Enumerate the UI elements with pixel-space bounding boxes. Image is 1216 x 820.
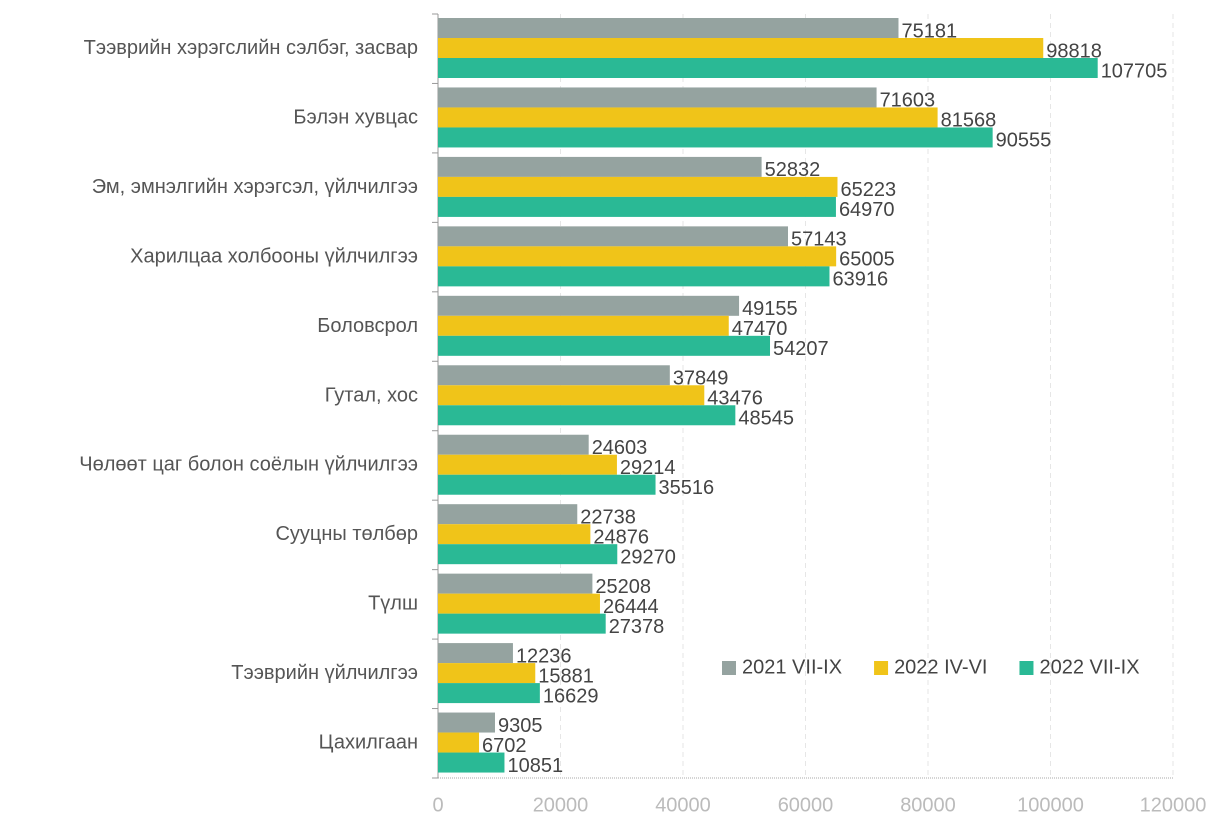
bar [438,434,589,455]
x-tick-label: 60000 [778,794,834,816]
y-tick-label: Тээврийн үйлчилгээ [231,662,418,684]
bar [438,663,536,684]
bar [438,454,617,475]
data-label: 16629 [543,685,599,707]
bar [438,335,771,356]
data-label: 81568 [941,110,997,132]
bar [438,544,618,565]
y-tick-label: Түлш [368,593,418,615]
data-label: 27378 [609,616,665,638]
data-label: 22738 [580,506,636,528]
data-label: 15881 [538,665,594,687]
bar [438,752,505,773]
data-label: 26444 [603,596,659,618]
bar [438,295,740,316]
x-tick-label: 20000 [533,794,589,816]
legend-label: 2022 VII-IX [1039,656,1139,678]
y-tick-label: Тээврийн хэрэгслийн сэлбэг, засвар [84,37,418,59]
data-label: 24876 [593,526,649,548]
bar [438,156,762,177]
bar [438,315,729,336]
data-label: 9305 [498,715,543,737]
data-label: 12236 [516,645,572,667]
data-label: 10851 [507,755,563,777]
data-label: 48545 [738,408,794,430]
bar [438,196,836,217]
data-label: 107705 [1101,60,1168,82]
x-tick-label: 80000 [900,794,956,816]
data-label: 98818 [1046,40,1102,62]
data-label: 71603 [880,90,936,112]
data-label: 25208 [595,576,651,598]
bar [438,504,578,525]
legend-swatch [1019,661,1034,675]
data-label: 57143 [791,229,847,251]
bar [438,176,838,197]
bar [438,226,789,247]
data-label: 43476 [707,388,763,410]
y-tick-label: Эм, эмнэлгийн хэрэгсэл, үйлчилгээ [92,176,418,198]
bar [438,38,1044,58]
bar [438,87,877,108]
data-label: 52832 [765,159,821,181]
x-tick-label: 100000 [1017,794,1084,816]
bar [438,683,540,704]
bar [438,18,899,38]
data-label: 29214 [620,457,676,479]
y-tick-label: Боловсрол [317,315,418,337]
x-tick-label: 0 [432,794,443,816]
bar [438,593,600,614]
bar [438,107,938,128]
data-label: 47470 [732,318,788,340]
bar [438,643,513,664]
bar [438,405,736,426]
bar [438,127,993,148]
bar [438,246,837,267]
legend-swatch [722,661,736,675]
y-tick-label: Сууцны төлбөр [275,523,418,545]
data-label: 24603 [592,437,648,459]
data-label: 64970 [839,199,895,221]
bar [438,573,593,594]
y-tick-label: Чөлөөт цаг болон соёлын үйлчилгээ [79,454,418,476]
bar [438,474,656,495]
bar [438,712,495,733]
y-tick-label: Бэлэн хувцас [293,106,418,128]
bar [438,613,606,634]
legend-label: 2021 VII-IX [742,656,842,678]
y-tick-label: Харилцаа холбооны үйлчилгээ [130,245,418,267]
bar [438,266,830,287]
data-label: 29270 [620,546,676,568]
data-label: 6702 [482,735,527,757]
data-label: 75181 [901,20,957,42]
y-tick-label: Гутал, хос [325,384,418,406]
data-label: 65005 [839,249,895,271]
data-label: 49155 [742,298,798,320]
bar [438,524,591,545]
bar [438,365,670,386]
data-label: 65223 [840,179,896,201]
data-label: 90555 [996,130,1052,152]
bar [438,732,480,753]
data-label: 63916 [832,269,888,291]
legend-swatch [874,661,889,675]
x-tick-label: 40000 [655,794,711,816]
bar [438,385,705,406]
y-tick-label: Цахилгаан [319,732,418,754]
data-label: 54207 [773,338,829,360]
legend-label: 2022 IV-VI [894,656,987,678]
bar [438,58,1098,78]
x-tick-label: 120000 [1140,794,1207,816]
data-label: 35516 [659,477,715,499]
data-label: 37849 [673,368,729,390]
